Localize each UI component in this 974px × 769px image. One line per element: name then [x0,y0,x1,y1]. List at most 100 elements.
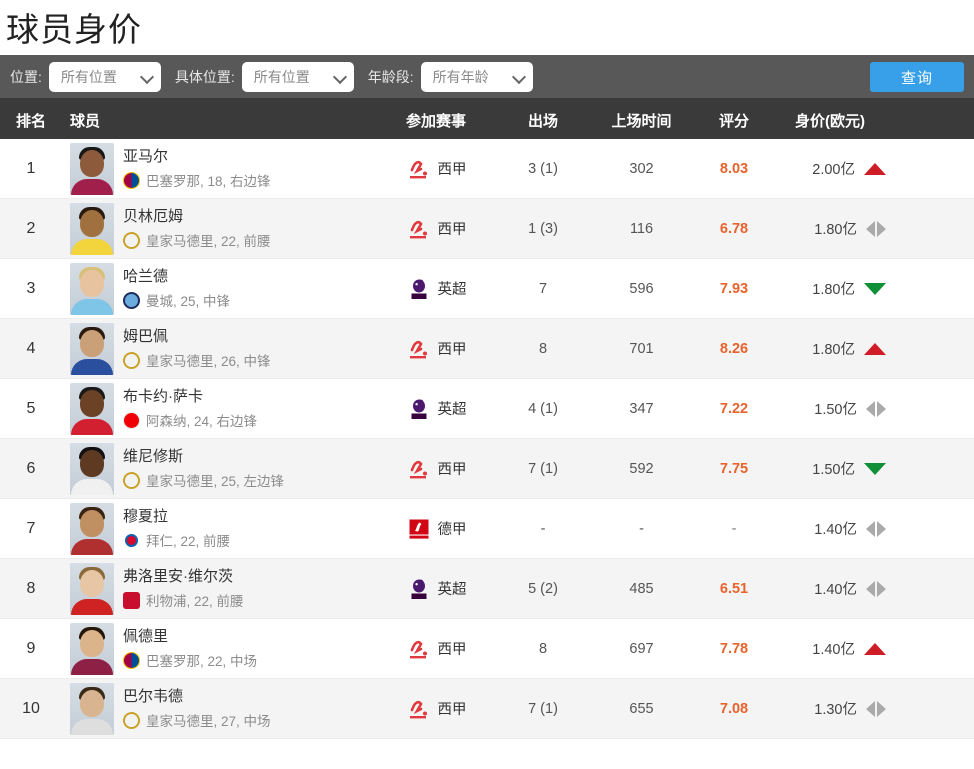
cell-player[interactable]: 亚马尔巴塞罗那, 18, 右边锋 [62,142,387,195]
cell-rating: 6.51 [694,580,774,598]
trend-flat-icon [866,580,886,597]
column-header-minutes[interactable]: 上场时间 [611,112,672,130]
player-meta-text: 阿森纳, 24, 右边锋 [146,414,258,429]
table-row[interactable]: 1 亚马尔 巴塞罗那, 18, 右边锋 西甲 3 (1) 302 8.03 2.00亿 [0,139,974,199]
cell-rank: 7 [0,520,62,538]
cell-apps-value: 7 (1) [528,460,558,477]
cell-player[interactable]: 姆巴佩皇家马德里, 26, 中锋 [62,322,387,375]
rating-value: 7.93 [719,280,749,297]
column-header-rank[interactable]: 排名 [15,112,46,130]
trend-flat-icon [866,700,886,717]
player-name[interactable]: 巴尔韦德 [123,688,184,705]
cell-league[interactable]: 西甲 [387,698,497,720]
cell-league[interactable]: 英超 [387,278,497,300]
chevron-down-icon [334,71,346,83]
trend-down-icon [864,282,886,295]
trend-flat-icon [866,400,886,417]
cell-rating: 7.93 [694,280,774,298]
column-header-value[interactable]: 身价(欧元) [795,112,865,130]
cell-minutes: 116 [589,220,694,238]
table-row[interactable]: 7 穆夏拉 拜仁, 22, 前腰 德甲 - - - 1.40亿 [0,499,974,559]
cell-minutes: 655 [589,700,694,718]
specific-position-select[interactable]: 所有位置 [241,61,354,92]
player-name[interactable]: 弗洛里安·维尔茨 [123,568,233,585]
cell-minutes-value: 116 [629,220,654,237]
cell-minutes-value: 701 [629,340,654,357]
rank-value: 6 [26,459,36,477]
table-row[interactable]: 9 佩德里 巴塞罗那, 22, 中场 西甲 8 697 7.78 1.40亿 [0,619,974,679]
cell-apps-value: 8 [538,340,548,357]
position-select[interactable]: 所有位置 [48,61,161,92]
table-row[interactable]: 4 姆巴佩 皇家马德里, 26, 中锋 西甲 8 701 8.26 1.80亿 [0,319,974,379]
player-name[interactable]: 布卡约·萨卡 [123,388,203,405]
player-name[interactable]: 维尼修斯 [123,448,184,465]
player-avatar [70,262,114,315]
cell-minutes: 701 [589,340,694,358]
chevron-down-icon [513,71,525,83]
rating-value: 8.03 [719,160,749,177]
query-button[interactable]: 查询 [870,62,964,92]
cell-player[interactable]: 布卡约·萨卡阿森纳, 24, 右边锋 [62,382,387,435]
cell-rank: 5 [0,400,62,418]
column-header-apps[interactable]: 出场 [527,112,558,130]
player-name[interactable]: 姆巴佩 [123,328,169,345]
cell-player[interactable]: 巴尔韦德 皇家马德里, 27, 中场 [62,682,387,735]
player-meta-text: 皇家马德里, 26, 中锋 [146,354,271,369]
cell-minutes: - [589,520,694,538]
cell-player[interactable]: 佩德里巴塞罗那, 22, 中场 [62,622,387,675]
cell-league[interactable]: 英超 [387,578,497,600]
table-row[interactable]: 5 布卡约·萨卡 阿森纳, 24, 右边锋 英超 4 (1) 347 7.22 1.50亿 [0,379,974,439]
cell-league[interactable]: 西甲 [387,218,497,240]
barcelona-club-logo [123,171,140,189]
column-header-rating[interactable]: 评分 [718,112,749,130]
rating-value: 7.22 [719,400,749,417]
cell-league[interactable]: 西甲 [387,638,497,660]
cell-player[interactable]: 贝林厄姆 皇家马德里, 22, 前腰 [62,202,387,255]
cell-league[interactable]: 西甲 [387,158,497,180]
cell-rating: 6.78 [694,220,774,238]
cell-rating: 8.03 [694,160,774,178]
market-value-text: 1.80亿 [814,222,857,238]
table-row[interactable]: 6 维尼修斯 皇家马德里, 25, 左边锋 西甲 7 (1) 592 7.75 1.50亿 [0,439,974,499]
table-row[interactable]: 10 巴尔韦德 皇家马德里, 27, 中场 西甲 7 (1) 655 7.08 1.30亿 [0,679,974,739]
cell-market-value: 1.80亿 [774,278,904,299]
player-avatar [70,322,114,375]
player-name[interactable]: 佩德里 [123,628,169,645]
player-name[interactable]: 穆夏拉 [123,508,169,525]
laliga-logo [408,218,430,240]
cell-minutes: 347 [589,400,694,418]
cell-player[interactable]: 哈兰德曼城, 25, 中锋 [62,262,387,315]
player-meta: 巴塞罗那, 18, 右边锋 [123,170,271,190]
cell-market-value: 1.80亿 [774,338,904,359]
market-value-text: 1.40亿 [814,582,857,598]
player-avatar [70,562,114,615]
real-madrid-club-logo [123,711,140,729]
player-name[interactable]: 亚马尔 [123,148,169,165]
rank-value: 7 [26,519,36,537]
player-name[interactable]: 哈兰德 [123,268,169,285]
player-meta: 巴塞罗那, 22, 中场 [123,650,257,670]
cell-player[interactable]: 维尼修斯 皇家马德里, 25, 左边锋 [62,442,387,495]
table-row[interactable]: 2 贝林厄姆 皇家马德里, 22, 前腰 西甲 1 (3) 116 6.78 1.80亿 [0,199,974,259]
cell-minutes-value: 302 [629,160,654,177]
table-row[interactable]: 3 哈兰德 曼城, 25, 中锋 英超 7 596 7.93 1.80亿 [0,259,974,319]
column-header-league[interactable]: 参加赛事 [405,112,466,130]
cell-league[interactable]: 英超 [387,398,497,420]
cell-league[interactable]: 西甲 [387,338,497,360]
player-meta: 利物浦, 22, 前腰 [123,590,244,610]
cell-league[interactable]: 德甲 [387,518,497,540]
real-madrid-club-logo [123,471,140,489]
player-meta-text: 曼城, 25, 中锋 [146,294,231,309]
cell-apps-value: 3 (1) [528,160,558,177]
age-range-select[interactable]: 所有年龄 [420,61,533,92]
player-name[interactable]: 贝林厄姆 [123,208,184,225]
cell-player[interactable]: 穆夏拉 拜仁, 22, 前腰 [62,502,387,555]
cell-player[interactable]: 弗洛里安·维尔茨 利物浦, 22, 前腰 [62,562,387,615]
cell-league[interactable]: 西甲 [387,458,497,480]
market-value-text: 1.40亿 [814,522,857,538]
league-name: 德甲 [437,522,467,538]
table-row[interactable]: 8 弗洛里安·维尔茨 利物浦, 22, 前腰 英超 5 (2) 485 6.51 1.40亿 [0,559,974,619]
cell-minutes-value: 697 [629,640,654,657]
table-header-row: 排名 球员 参加赛事 出场 上场时间 评分 身价(欧元) [0,101,974,139]
column-header-player[interactable]: 球员 [70,112,101,130]
